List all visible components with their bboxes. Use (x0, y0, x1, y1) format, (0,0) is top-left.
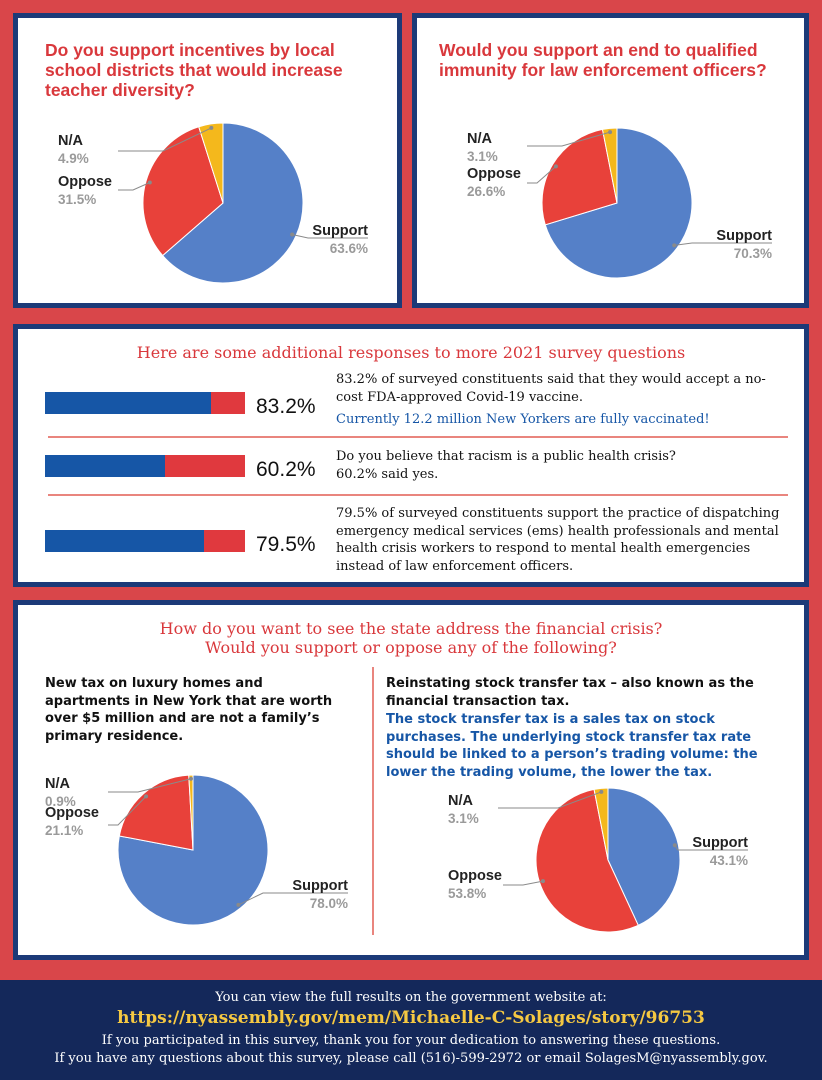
pct-vaccine: 83.2% (256, 395, 316, 418)
pie-chart-luxury-tax: N/A 0.9%Oppose 21.1% Support 78.0% (45, 774, 348, 926)
footer: You can view the full results on the gov… (0, 980, 822, 1080)
pie3-slice-support (117, 774, 269, 926)
footer-intro: You can view the full results on the gov… (215, 990, 607, 1005)
pct-ems: 79.5% (256, 533, 316, 556)
bar-racism-yes (45, 455, 166, 477)
panel-additional-responses: Here are some additional responses to mo… (13, 324, 809, 587)
pie4-leader-na (498, 791, 602, 809)
pie1-value-oppose: 31.5% (58, 192, 96, 207)
pie4-leader-oppose (503, 880, 544, 886)
heading-financial-crisis: How do you want to see the state address… (159, 619, 663, 638)
pie1-leader-oppose (118, 182, 151, 191)
pie1-slice-support (161, 122, 304, 284)
pie3-leader-oppose (108, 796, 147, 826)
pie2-leader-dot (608, 130, 613, 135)
pie2-slice-oppose (541, 128, 618, 226)
panel-teacher-diversity: Do you support incentives by local schoo… (13, 13, 402, 308)
bar-vaccine-yes (45, 392, 212, 414)
pie3-value-na: 0.9% (45, 794, 76, 809)
pie2-value-support: 70.3% (734, 246, 772, 261)
pie1-label-support: Support (312, 223, 368, 239)
bar-ems-rest (204, 530, 245, 552)
pie3-leader-na (108, 778, 192, 793)
text-luxury-tax: New tax on luxury homes and apartments i… (45, 676, 333, 744)
pie4-leader-dot (540, 879, 545, 884)
text-ems: 79.5% of surveyed constituents support t… (336, 506, 780, 574)
pie1-leader-support (292, 234, 368, 239)
pie1-leader-na (118, 127, 212, 152)
pie4-slice-na (593, 787, 609, 861)
pie1-label-oppose: Oppose (58, 174, 112, 190)
pie3-label-na: N/A (45, 776, 71, 792)
pct-racism: 60.2% (256, 458, 316, 481)
pie3-label-support: Support (292, 878, 348, 894)
footer-thanks: If you participated in this survey, than… (101, 1033, 721, 1048)
pie4-value-oppose: 53.8% (448, 886, 486, 901)
pie1-leader-dot (290, 232, 295, 237)
note-vaccinated: Currently 12.2 million New Yorkers are f… (336, 412, 710, 427)
pie3-slice-na (188, 774, 194, 851)
bar-ems-yes (45, 530, 204, 552)
pie1-value-support: 63.6% (330, 241, 368, 256)
bar-vaccine-rest (211, 392, 245, 414)
pie2-leader-oppose (527, 165, 557, 184)
pie3-slice-oppose (118, 774, 194, 851)
pie4-leader-dot (599, 789, 604, 794)
pie4-label-oppose: Oppose (448, 868, 502, 884)
pie2-label-na: N/A (467, 131, 493, 147)
pie3-value-oppose: 21.1% (45, 823, 83, 838)
pie2-slice-support (544, 127, 693, 279)
note-stock-transfer-tax: The stock transfer tax is a sales tax on… (386, 712, 758, 780)
pie2-label-oppose: Oppose (467, 166, 521, 182)
pie3-leader-dot (188, 776, 193, 781)
question-qualified-immunity: Would you support an end to qualified im… (439, 40, 767, 80)
bar-racism-rest (165, 455, 245, 477)
pie2-slice-na (601, 127, 618, 204)
text-racism-result: 60.2% said yes. (336, 467, 439, 482)
pie3-leader-dot (236, 902, 241, 907)
footer-url-link[interactable]: https://nyassembly.gov/mem/Michaelle-C-S… (117, 1008, 705, 1028)
pie2-label-support: Support (716, 228, 772, 244)
text-vaccine: 83.2% of surveyed constituents said that… (336, 372, 766, 405)
subheading-financial-crisis: Would you support or oppose any of the f… (205, 638, 617, 657)
pie2-value-oppose: 26.6% (467, 184, 505, 199)
bar-vaccine (45, 392, 245, 414)
text-racism: Do you believe that racism is a public h… (336, 449, 676, 464)
pie2-leader-dot (672, 243, 677, 248)
column-divider (372, 667, 374, 935)
divider-1 (48, 436, 788, 438)
pie4-slice-support (607, 787, 681, 927)
panel-qualified-immunity: Would you support an end to qualified im… (412, 13, 809, 308)
pie1-slice-na (198, 122, 224, 204)
pie2-leader-support (674, 242, 772, 246)
pie1-label-na: N/A (58, 133, 84, 149)
pie-chart-teacher-diversity: N/A 4.9% Oppose 31.5% Support 63.6% (58, 122, 368, 284)
pie2-leader-dot (553, 164, 558, 169)
pie4-leader-dot (672, 843, 677, 848)
pie1-leader-dot (209, 125, 214, 130)
divider-2 (48, 494, 788, 496)
pie2-value-na: 3.1% (467, 149, 498, 164)
bar-ems (45, 530, 245, 552)
pie3-leader-support (238, 892, 348, 906)
pie4-label-na: N/A (448, 793, 474, 809)
pie1-slice-oppose (142, 126, 224, 257)
pie-chart-qualified-immunity: N/A 3.1% Oppose 26.6% Support 70.3% (467, 127, 772, 279)
pie3-value-support: 78.0% (310, 896, 348, 911)
pie3-label-oppose: Oppose (45, 805, 99, 821)
pie1-value-na: 4.9% (58, 151, 89, 166)
heading-additional-responses: Here are some additional responses to mo… (136, 343, 686, 362)
pie1-leader-dot (147, 180, 152, 185)
footer-contact: If you have any questions about this sur… (54, 1051, 768, 1066)
bar-racism (45, 455, 245, 477)
pie4-value-na: 3.1% (448, 811, 479, 826)
text-stock-transfer-tax: Reinstating stock transfer tax – also kn… (386, 676, 754, 709)
pie4-label-support: Support (692, 835, 748, 851)
pie4-value-support: 43.1% (710, 853, 748, 868)
question-teacher-diversity: Do you support incentives by local schoo… (45, 40, 343, 100)
pie2-leader-na (527, 131, 611, 147)
panel-financial-crisis: How do you want to see the state address… (13, 600, 809, 960)
pie3-leader-dot (144, 794, 149, 799)
pie-chart-stock-transfer-tax: N/A 3.1% Oppose 53.8% Support 43.1% (448, 787, 748, 933)
